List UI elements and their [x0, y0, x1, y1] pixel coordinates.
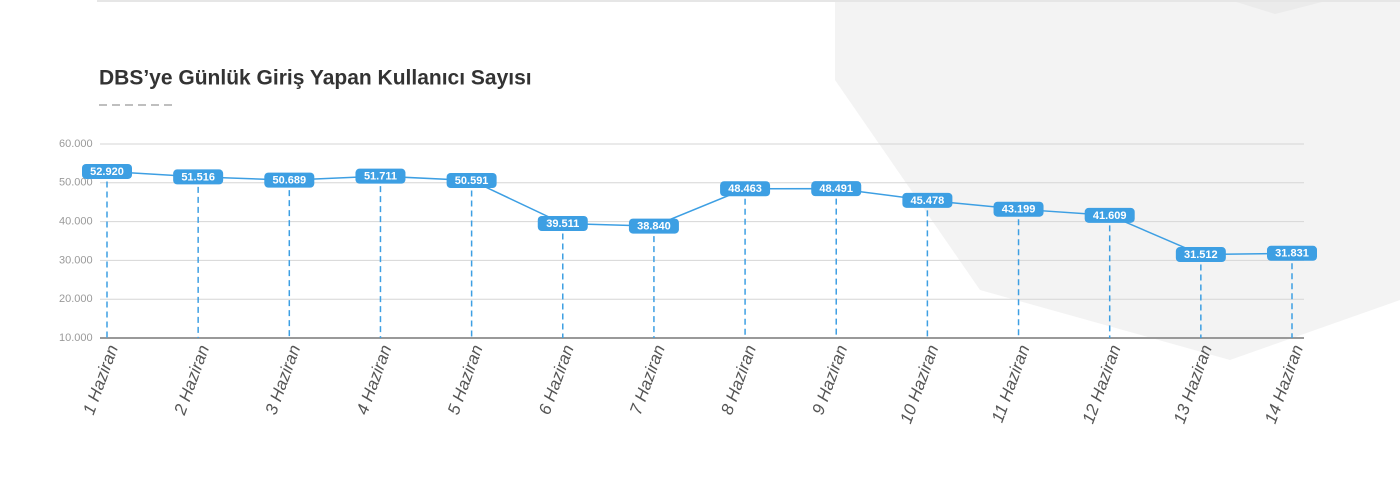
value-label-box — [355, 168, 406, 184]
background-shape — [835, 0, 1400, 360]
y-tick-label: 10.000 — [59, 332, 93, 344]
x-tick-label: 3 Haziran — [262, 342, 305, 417]
x-tick-label: 14 Haziran — [1261, 342, 1307, 426]
value-label: 52.920 — [90, 166, 124, 178]
value-label: 39.511 — [546, 218, 579, 230]
plot: 52.920 51.516 50.689 51.711 50.591 39.511 38.8… — [82, 163, 1317, 263]
value-label-box — [1267, 245, 1317, 261]
x-tick-label: 2 Haziran — [170, 342, 213, 418]
value-label: 48.491 — [819, 183, 853, 195]
value-label-box — [173, 169, 224, 185]
value-label: 48.463 — [728, 183, 762, 195]
x-tick-label: 6 Haziran — [535, 342, 578, 417]
y-tick-label: 60.000 — [59, 138, 93, 150]
value-label-box — [537, 215, 588, 231]
y-tick-label: 40.000 — [59, 216, 93, 228]
x-tick-label: 7 Haziran — [626, 342, 669, 417]
y-tick-label: 50.000 — [59, 177, 93, 189]
value-label: 50.689 — [272, 175, 306, 187]
x-tick-label: 13 Haziran — [1170, 342, 1216, 426]
value-label: 51.711 — [364, 171, 397, 183]
value-label-box — [993, 201, 1044, 217]
x-tick-label: 12 Haziran — [1079, 342, 1125, 426]
x-tick-label: 8 Haziran — [717, 342, 760, 417]
value-label-box — [264, 172, 315, 188]
x-tick-label: 11 Haziran — [988, 342, 1034, 425]
value-label: 43.199 — [1002, 204, 1036, 216]
x-tick-label: 4 Haziran — [353, 342, 396, 417]
value-label-box — [1175, 247, 1226, 263]
drop-lines — [106, 171, 1293, 338]
value-label: 31.831 — [1275, 248, 1309, 260]
y-tick-label: 20.000 — [59, 293, 93, 305]
value-label: 50.591 — [455, 175, 489, 187]
value-label-box — [811, 181, 862, 197]
value-label: 41.609 — [1093, 210, 1127, 222]
x-tick-label: 1 Haziran — [79, 342, 122, 417]
value-label-box — [628, 218, 679, 234]
x-tick-label: 9 Haziran — [808, 342, 851, 417]
value-label-box — [720, 181, 771, 197]
y-tick-label: 30.000 — [59, 254, 93, 266]
value-label: 31.512 — [1184, 249, 1218, 261]
x-tick-label: 5 Haziran — [444, 342, 487, 417]
chart-title: DBS’ye Günlük Giriş Yapan Kullanıcı Sayı… — [99, 67, 532, 90]
value-label-box — [902, 192, 953, 208]
value-label-box — [1084, 207, 1135, 223]
value-label-box — [82, 163, 132, 179]
background-shape — [1230, 0, 1330, 14]
value-label-box — [446, 173, 497, 189]
x-tick-label: 10 Haziran — [896, 342, 942, 426]
value-label: 45.478 — [911, 195, 945, 207]
value-label: 51.516 — [181, 171, 215, 183]
value-label: 38.840 — [637, 221, 671, 233]
